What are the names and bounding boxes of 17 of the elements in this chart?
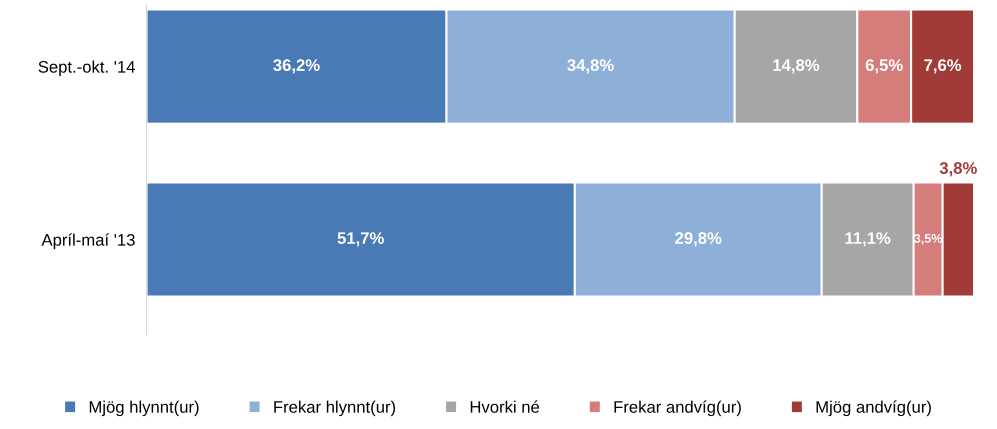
legend-label: Hvorki né [470, 400, 540, 413]
y-tick-label: Sept.-okt. '14 [38, 60, 135, 76]
legend-label: Frekar hlynnt(ur) [274, 400, 396, 416]
legend-label: Mjög hlynnt(ur) [90, 400, 199, 416]
data-label: 51,7% [338, 232, 384, 246]
data-label: 3,8% [940, 162, 977, 176]
data-label: 3,5% [914, 234, 942, 245]
data-label: 34,8% [567, 59, 614, 74]
data-label: 14,8% [773, 59, 820, 74]
data-label: 6,5% [866, 59, 903, 74]
legend-label: Mjög andvíg(ur) [816, 400, 931, 416]
legend-label: Frekar andvíg(ur) [614, 400, 741, 416]
y-tick-label: Apríl-maí '13 [42, 233, 135, 250]
data-label: 36,2% [273, 59, 320, 74]
data-label: 7,6% [924, 59, 962, 74]
data-label: 11,1% [846, 232, 890, 246]
data-label: 29,8% [675, 232, 722, 246]
